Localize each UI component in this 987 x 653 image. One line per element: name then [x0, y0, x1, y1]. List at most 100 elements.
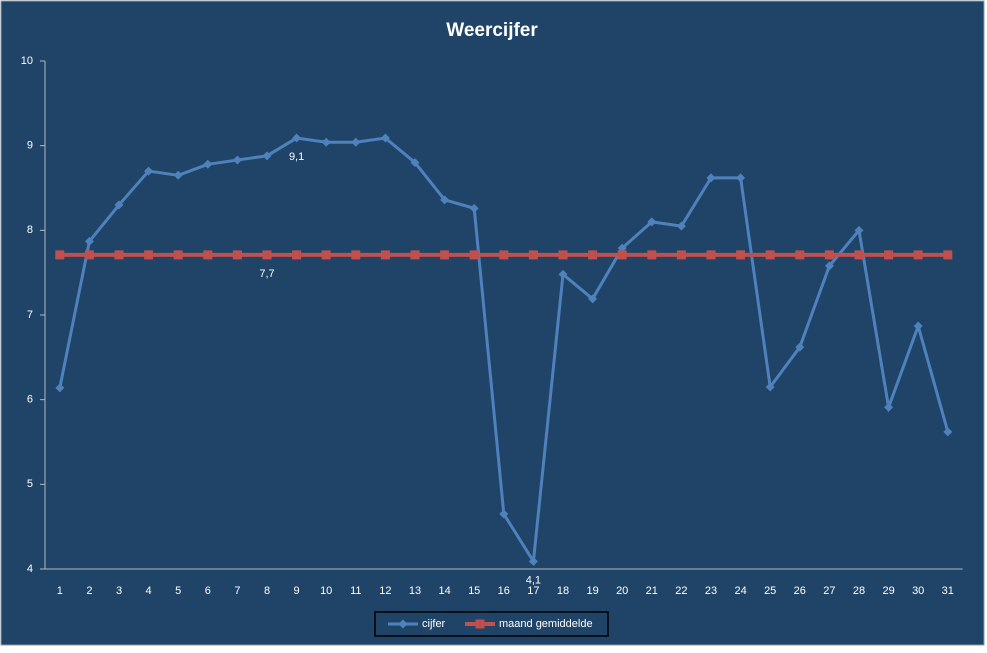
- x-tick-label: 24: [734, 585, 746, 597]
- marker: [736, 250, 746, 260]
- y-tick-label: 6: [27, 394, 33, 406]
- marker: [84, 236, 94, 246]
- marker: [647, 217, 657, 227]
- marker: [262, 151, 272, 161]
- marker: [440, 250, 450, 260]
- x-tick-label: 20: [616, 585, 628, 597]
- marker: [884, 250, 894, 260]
- marker: [292, 250, 302, 260]
- y-tick-label: 4: [27, 563, 33, 575]
- x-tick-label: 25: [764, 585, 776, 597]
- x-tick-label: 2: [86, 585, 92, 597]
- data-label: 7,7: [259, 268, 274, 280]
- x-tick-label: 4: [146, 585, 152, 597]
- marker: [440, 195, 450, 205]
- legend-label: cijfer: [422, 618, 446, 630]
- marker: [351, 250, 361, 260]
- x-tick-label: 3: [116, 585, 122, 597]
- x-tick-label: 9: [294, 585, 300, 597]
- marker: [398, 619, 408, 629]
- marker: [469, 250, 479, 260]
- x-tick-label: 22: [675, 585, 687, 597]
- marker: [854, 225, 864, 235]
- chart-title: Weercijfer: [446, 20, 538, 41]
- marker: [765, 382, 775, 392]
- x-tick-label: 13: [409, 585, 421, 597]
- marker: [588, 250, 598, 260]
- y-tick-label: 7: [27, 309, 33, 321]
- marker: [943, 427, 953, 437]
- marker: [558, 269, 568, 279]
- marker: [558, 250, 568, 260]
- marker: [588, 294, 598, 304]
- marker: [913, 321, 923, 331]
- marker: [114, 200, 124, 210]
- y-tick-label: 8: [27, 224, 33, 236]
- marker: [647, 250, 657, 260]
- marker: [114, 250, 124, 260]
- marker: [706, 250, 716, 260]
- y-tick-label: 5: [27, 478, 33, 490]
- x-tick-label: 27: [823, 585, 835, 597]
- data-label: 4,1: [526, 574, 541, 586]
- marker: [795, 342, 805, 352]
- legend-label: maand gemiddelde: [499, 618, 593, 630]
- x-tick-label: 19: [586, 585, 598, 597]
- marker: [380, 250, 390, 260]
- marker: [84, 250, 94, 260]
- marker: [321, 137, 331, 147]
- legend-box: [374, 611, 609, 637]
- marker: [469, 203, 479, 213]
- marker: [410, 250, 420, 260]
- x-tick-label: 23: [705, 585, 717, 597]
- x-tick-label: 26: [794, 585, 806, 597]
- marker: [55, 383, 65, 393]
- marker: [824, 261, 834, 271]
- marker: [617, 243, 627, 253]
- marker: [824, 250, 834, 260]
- marker: [262, 250, 272, 260]
- marker: [795, 250, 805, 260]
- x-tick-label: 15: [468, 585, 480, 597]
- marker: [943, 250, 953, 260]
- x-tick-label: 28: [853, 585, 865, 597]
- y-tick-label: 10: [21, 55, 33, 67]
- marker: [380, 133, 390, 143]
- marker: [144, 250, 154, 260]
- x-tick-label: 11: [350, 585, 361, 597]
- marker: [499, 509, 509, 519]
- x-tick-label: 30: [912, 585, 924, 597]
- marker: [232, 155, 242, 165]
- marker: [617, 250, 627, 260]
- marker: [203, 159, 213, 169]
- x-tick-label: 8: [264, 585, 270, 597]
- x-tick-label: 16: [498, 585, 510, 597]
- marker: [173, 250, 183, 260]
- marker: [528, 250, 538, 260]
- marker: [913, 250, 923, 260]
- marker: [499, 250, 509, 260]
- marker: [854, 250, 864, 260]
- x-tick-label: 6: [205, 585, 211, 597]
- marker: [351, 137, 361, 147]
- x-tick-label: 18: [557, 585, 569, 597]
- marker: [676, 250, 686, 260]
- x-tick-label: 5: [175, 585, 181, 597]
- marker: [173, 170, 183, 180]
- marker: [144, 166, 154, 176]
- x-tick-label: 29: [882, 585, 894, 597]
- marker: [410, 158, 420, 168]
- marker: [203, 250, 213, 260]
- x-tick-label: 14: [438, 585, 450, 597]
- marker: [528, 556, 538, 566]
- marker: [884, 402, 894, 412]
- marker: [321, 250, 331, 260]
- marker: [706, 173, 716, 183]
- x-tick-label: 7: [234, 585, 240, 597]
- x-tick-label: 31: [942, 585, 954, 597]
- marker: [475, 619, 485, 629]
- marker: [676, 221, 686, 231]
- marker: [232, 250, 242, 260]
